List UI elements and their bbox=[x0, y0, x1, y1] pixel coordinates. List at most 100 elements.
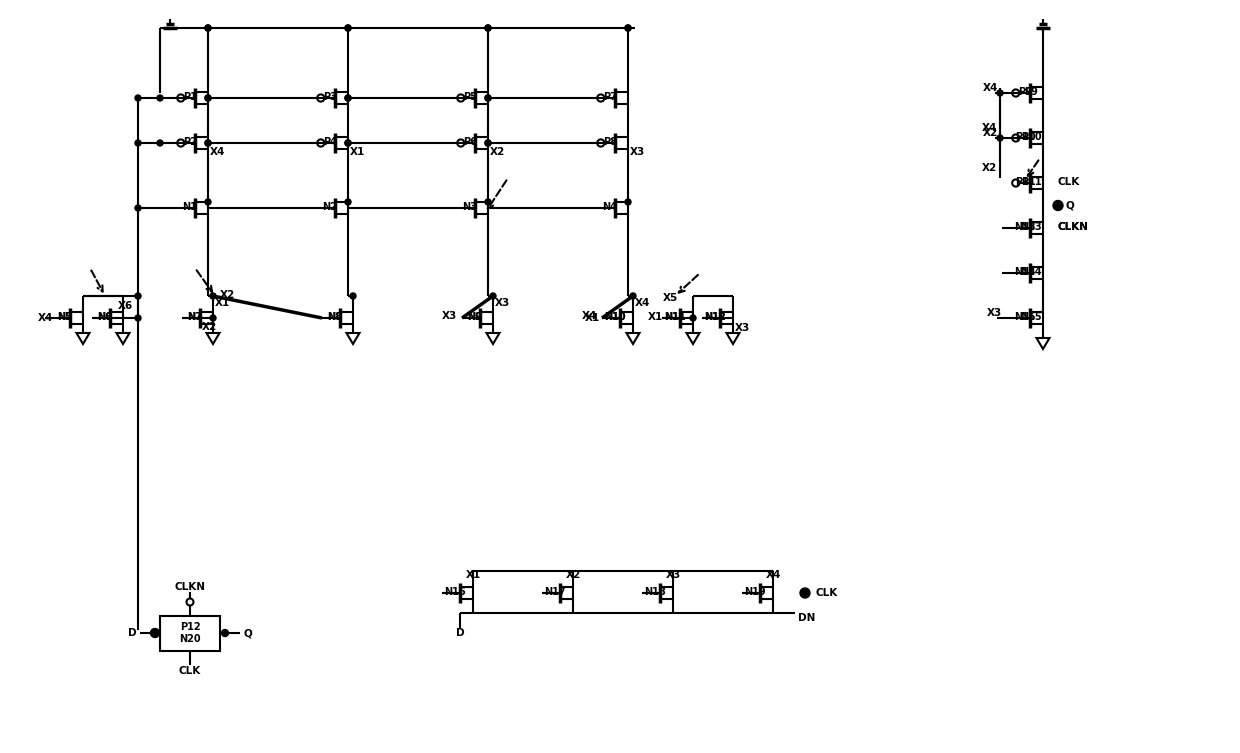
Circle shape bbox=[210, 293, 216, 299]
Text: X3: X3 bbox=[986, 308, 1002, 318]
Circle shape bbox=[205, 140, 211, 146]
Text: X3: X3 bbox=[630, 147, 645, 157]
Circle shape bbox=[345, 25, 351, 31]
Text: N7: N7 bbox=[187, 312, 202, 322]
Text: CLK: CLK bbox=[1058, 177, 1080, 187]
Text: X3: X3 bbox=[441, 311, 458, 321]
Circle shape bbox=[205, 199, 211, 205]
Circle shape bbox=[485, 95, 491, 101]
Circle shape bbox=[490, 293, 496, 299]
Text: N6: N6 bbox=[98, 312, 113, 322]
Text: X2: X2 bbox=[219, 290, 236, 300]
Circle shape bbox=[205, 25, 211, 31]
Text: N8: N8 bbox=[327, 312, 342, 322]
Text: N10: N10 bbox=[604, 312, 626, 322]
Text: N19: N19 bbox=[744, 587, 766, 597]
Text: X4: X4 bbox=[765, 570, 781, 580]
Text: X2: X2 bbox=[490, 147, 505, 157]
Circle shape bbox=[485, 25, 491, 31]
Circle shape bbox=[345, 95, 351, 101]
Text: P3: P3 bbox=[324, 92, 337, 102]
Text: N5: N5 bbox=[57, 312, 72, 322]
Text: X2: X2 bbox=[202, 322, 217, 331]
Circle shape bbox=[135, 140, 141, 146]
Text: P11: P11 bbox=[1021, 177, 1042, 187]
Text: X4: X4 bbox=[582, 311, 596, 321]
Text: N11: N11 bbox=[665, 312, 686, 322]
Text: X2: X2 bbox=[982, 128, 998, 138]
Text: X5: X5 bbox=[662, 293, 677, 303]
Text: N1: N1 bbox=[182, 202, 197, 212]
Text: P9: P9 bbox=[1024, 87, 1038, 97]
Text: X1: X1 bbox=[585, 313, 600, 323]
Text: P12: P12 bbox=[180, 622, 201, 632]
Text: N15: N15 bbox=[1014, 312, 1035, 322]
Circle shape bbox=[350, 293, 356, 299]
Text: X4: X4 bbox=[635, 298, 650, 308]
Text: P2: P2 bbox=[184, 137, 197, 147]
Text: P11: P11 bbox=[1014, 177, 1035, 187]
Text: N7: N7 bbox=[187, 312, 202, 322]
Text: D: D bbox=[129, 628, 136, 638]
Circle shape bbox=[205, 25, 211, 31]
Circle shape bbox=[135, 293, 141, 299]
Text: X1: X1 bbox=[465, 570, 481, 580]
Text: N18: N18 bbox=[644, 587, 666, 597]
Text: P10: P10 bbox=[1014, 132, 1035, 142]
Text: X2: X2 bbox=[982, 163, 997, 173]
Text: X4: X4 bbox=[210, 147, 226, 157]
Text: X4: X4 bbox=[982, 123, 997, 133]
Circle shape bbox=[150, 629, 160, 638]
Text: P1: P1 bbox=[184, 92, 197, 102]
Text: N13: N13 bbox=[1021, 222, 1042, 232]
Circle shape bbox=[689, 315, 696, 321]
Text: X1: X1 bbox=[350, 147, 366, 157]
Text: X1: X1 bbox=[215, 298, 231, 308]
Text: N3: N3 bbox=[463, 202, 477, 212]
Text: N17: N17 bbox=[544, 587, 565, 597]
Circle shape bbox=[625, 25, 631, 31]
Text: X4: X4 bbox=[982, 83, 998, 93]
Circle shape bbox=[135, 95, 141, 101]
Text: P5: P5 bbox=[463, 92, 477, 102]
Circle shape bbox=[205, 95, 211, 101]
Text: X6: X6 bbox=[118, 301, 133, 311]
Text: N14: N14 bbox=[1014, 267, 1035, 277]
Text: N12: N12 bbox=[704, 312, 725, 322]
Circle shape bbox=[485, 140, 491, 146]
Text: N9: N9 bbox=[467, 312, 482, 322]
Text: N6: N6 bbox=[98, 312, 113, 322]
Text: Q: Q bbox=[1066, 200, 1075, 211]
Text: P4: P4 bbox=[324, 137, 337, 147]
Text: X3: X3 bbox=[495, 298, 510, 308]
Circle shape bbox=[1053, 200, 1063, 211]
Text: N11: N11 bbox=[665, 312, 686, 322]
Circle shape bbox=[345, 95, 351, 101]
Text: X2: X2 bbox=[565, 570, 580, 580]
Circle shape bbox=[205, 95, 211, 101]
Text: N2: N2 bbox=[322, 202, 337, 212]
Circle shape bbox=[345, 25, 351, 31]
Text: CLKN: CLKN bbox=[1058, 222, 1089, 232]
Circle shape bbox=[222, 630, 228, 636]
Circle shape bbox=[157, 95, 162, 101]
Text: N15: N15 bbox=[1021, 312, 1042, 322]
Text: P6: P6 bbox=[463, 137, 477, 147]
Text: X3: X3 bbox=[666, 570, 681, 580]
Text: X3: X3 bbox=[735, 323, 750, 333]
Circle shape bbox=[485, 95, 491, 101]
Circle shape bbox=[997, 90, 1003, 96]
Text: CLKN: CLKN bbox=[1058, 222, 1089, 232]
Text: N5: N5 bbox=[57, 312, 72, 322]
Text: N20: N20 bbox=[180, 634, 201, 644]
Circle shape bbox=[485, 140, 491, 146]
Circle shape bbox=[800, 588, 810, 598]
Circle shape bbox=[210, 315, 216, 321]
Text: D: D bbox=[455, 628, 464, 638]
Text: N14: N14 bbox=[1021, 267, 1042, 277]
Text: N9: N9 bbox=[467, 312, 482, 322]
Circle shape bbox=[345, 140, 351, 146]
Text: X4: X4 bbox=[37, 313, 52, 323]
Bar bbox=[160, 615, 219, 651]
Text: DN: DN bbox=[799, 613, 816, 623]
